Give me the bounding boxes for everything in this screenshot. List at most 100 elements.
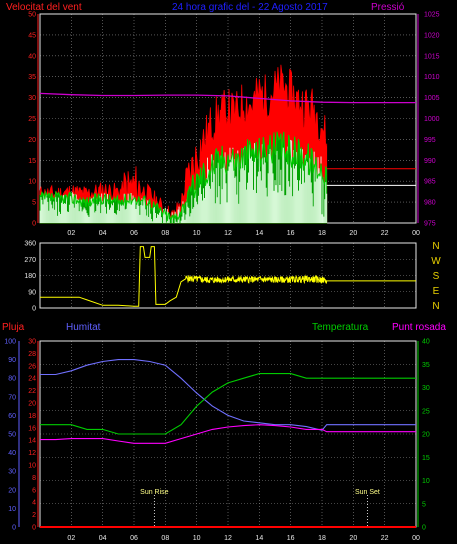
humidity-axis-tick: 20 [8, 487, 16, 494]
pressure-axis-tick: 1020 [424, 32, 440, 39]
rain-axis-tick: 20 [28, 401, 36, 408]
wind-average-line [39, 131, 328, 222]
direction-axis-tick: 360 [24, 241, 36, 248]
temperature-axis-tick: 5 [422, 501, 426, 508]
wind-axis-tick: 0 [32, 221, 36, 228]
pressure-axis-tick: 1005 [424, 95, 440, 102]
pressure-axis-tick: 985 [424, 179, 436, 186]
lower-x-axis-tick: 14 [255, 535, 263, 542]
wind-speed-title: Velocitat del vent [6, 2, 82, 13]
lower-x-axis-tick: 04 [99, 535, 107, 542]
rain-axis-tick: 0 [32, 525, 36, 532]
temperature-axis-tick: 30 [422, 385, 430, 392]
rain-axis-tick: 8 [32, 475, 36, 482]
x-axis-tick: 02 [67, 230, 75, 237]
compass-label: S [433, 271, 440, 282]
humidity-line [40, 359, 416, 431]
direction-axis-tick: 180 [24, 273, 36, 280]
rain-axis-tick: 10 [28, 463, 36, 470]
x-axis-tick: 06 [130, 230, 138, 237]
rain-humidity-temp-panel: Pluja Humitat Temperatura Punt rosada 0 5… [2, 322, 446, 542]
x-axis-tick: 08 [161, 230, 169, 237]
date-title: 24 hora grafic del - 22 Agosto 2017 [172, 2, 328, 13]
pressure-axis-tick: 980 [424, 200, 436, 207]
rain-axis-tick: 2 [32, 512, 36, 519]
lower-x-axis-tick: 08 [161, 535, 169, 542]
humidity-axis-tick: 90 [8, 357, 16, 364]
lower-x-axis-tick: 22 [381, 535, 389, 542]
humidity-axis-tick: 60 [8, 413, 16, 420]
humidity-axis-tick: 10 [8, 506, 16, 513]
humidity-axis-tick: 80 [8, 376, 16, 383]
x-axis-tick: 00 [412, 230, 420, 237]
legend-dewpoint: Punt rosada [392, 322, 446, 333]
pressure-axis-tick: 975 [424, 221, 436, 228]
pressure-axis-tick: 1010 [424, 74, 440, 81]
temperature-axis-tick: 0 [422, 525, 426, 532]
pressure-axis-tick: 1015 [424, 53, 440, 60]
wind-axis-tick: 45 [28, 32, 36, 39]
rain-axis-tick: 16 [28, 425, 36, 432]
x-axis-tick: 22 [381, 230, 389, 237]
direction-axis-tick: 90 [28, 289, 36, 296]
temperature-axis-tick: 10 [422, 478, 430, 485]
compass-label: W [431, 256, 441, 267]
lower-x-axis-tick: 00 [412, 535, 420, 542]
wind-axis-tick: 50 [28, 12, 36, 19]
rain-axis-tick: 22 [28, 388, 36, 395]
temperature-axis-tick: 40 [422, 339, 430, 346]
x-axis-tick: 14 [255, 230, 263, 237]
legend-temperature: Temperatura [312, 322, 369, 333]
lower-x-axis-tick: 18 [318, 535, 326, 542]
rain-axis-tick: 28 [28, 351, 36, 358]
legend-rain: Pluja [2, 322, 25, 333]
temperature-axis-tick: 35 [422, 362, 430, 369]
sunset-label: Sun Set [355, 489, 380, 496]
legend-humidity: Humitat [66, 322, 101, 333]
x-axis-tick: 16 [287, 230, 295, 237]
rain-axis-tick: 30 [28, 339, 36, 346]
compass-label: E [433, 286, 440, 297]
lower-x-axis-tick: 16 [287, 535, 295, 542]
x-axis-tick: 12 [224, 230, 232, 237]
temperature-axis-tick: 25 [422, 408, 430, 415]
wind-axis-tick: 5 [32, 200, 36, 207]
pressure-axis-tick: 995 [424, 137, 436, 144]
humidity-axis-tick: 70 [8, 394, 16, 401]
rain-axis-tick: 6 [32, 487, 36, 494]
lower-x-axis-tick: 02 [67, 535, 75, 542]
wind-axis-tick: 15 [28, 158, 36, 165]
wind-axis-tick: 10 [28, 179, 36, 186]
direction-axis-tick: 270 [24, 257, 36, 264]
sunrise-label: Sun Rise [140, 489, 169, 496]
rain-axis-tick: 14 [28, 438, 36, 445]
direction-axis-tick: 0 [32, 306, 36, 313]
temperature-line [40, 373, 416, 435]
compass-label: N [432, 301, 439, 312]
humidity-axis-tick: 100 [4, 339, 16, 346]
compass-label: N [432, 241, 439, 252]
wind-direction-line [40, 246, 416, 307]
rain-axis-tick: 24 [28, 376, 36, 383]
lower-x-axis-tick: 10 [193, 535, 201, 542]
humidity-axis-tick: 50 [8, 432, 16, 439]
rain-axis-tick: 26 [28, 363, 36, 370]
dewpoint-line [40, 424, 416, 444]
x-axis-tick: 18 [318, 230, 326, 237]
pressure-title: Pressió [371, 2, 405, 13]
lower-x-axis-tick: 12 [224, 535, 232, 542]
rain-axis-tick: 12 [28, 450, 36, 457]
wind-axis-tick: 40 [28, 53, 36, 60]
x-axis-tick: 10 [193, 230, 201, 237]
humidity-axis-tick: 40 [8, 450, 16, 457]
wind-axis-tick: 35 [28, 74, 36, 81]
wind-axis-tick: 20 [28, 137, 36, 144]
wind-axis-tick: 30 [28, 95, 36, 102]
rain-axis-tick: 18 [28, 413, 36, 420]
lower-x-axis-tick: 20 [349, 535, 357, 542]
pressure-axis-tick: 1000 [424, 116, 440, 123]
direction-frame [39, 242, 417, 309]
lower-x-axis-tick: 06 [130, 535, 138, 542]
temperature-axis-tick: 15 [422, 455, 430, 462]
